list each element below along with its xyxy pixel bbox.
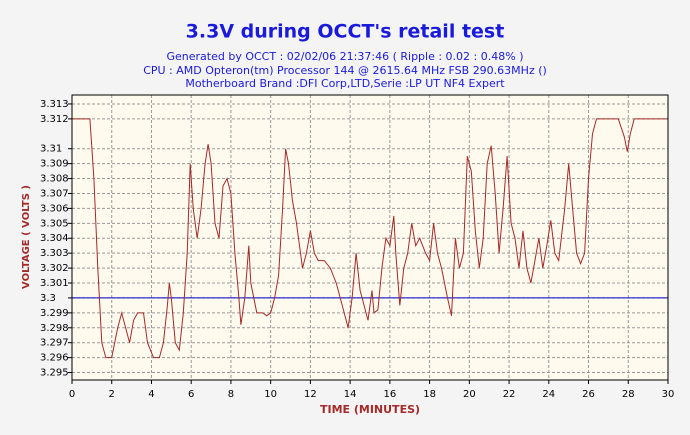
x-tick-label: 0 xyxy=(69,389,75,400)
y-tick-label: 3.309 xyxy=(40,159,69,170)
y-tick-label: 3.31 xyxy=(40,144,62,155)
x-tick-label: 2 xyxy=(109,389,115,400)
y-tick-label: 3.296 xyxy=(40,353,69,364)
x-tick-label: 22 xyxy=(503,389,516,400)
y-tick-label: 3.302 xyxy=(40,263,69,274)
y-tick-label: 3.298 xyxy=(40,323,69,334)
y-tick-label: 3.304 xyxy=(40,233,69,244)
x-tick-label: 10 xyxy=(264,389,277,400)
plot-border xyxy=(71,94,669,381)
x-axis-label: TIME (MINUTES) xyxy=(320,403,420,416)
y-tick-label: 3.313 xyxy=(40,99,69,110)
subtitle: Motherboard Brand :DFI Corp,LTD,Serie :L… xyxy=(185,77,505,90)
x-tick-label: 30 xyxy=(662,389,675,400)
x-tick-label: 24 xyxy=(542,389,555,400)
y-tick-label: 3.303 xyxy=(40,248,69,259)
subtitle: Generated by OCCT : 02/02/06 21:37:46 ( … xyxy=(167,50,524,63)
data-line xyxy=(72,118,668,359)
x-tick-label: 20 xyxy=(463,389,476,400)
x-tick-label: 4 xyxy=(148,389,154,400)
y-tick-label: 3.297 xyxy=(40,338,69,349)
y-axis-label: VOLTAGE ( VOLTS ) xyxy=(21,185,32,289)
chart-title: 3.3V during OCCT's retail test xyxy=(186,21,505,43)
subtitle: CPU : AMD Opteron(tm) Processor 144 @ 26… xyxy=(143,64,547,77)
y-tick-label: 3.307 xyxy=(40,188,69,199)
x-tick-label: 6 xyxy=(188,389,194,400)
y-tick-label: 3.295 xyxy=(40,368,69,379)
x-tick-label: 8 xyxy=(228,389,234,400)
x-tick-label: 16 xyxy=(383,389,396,400)
x-tick-label: 14 xyxy=(344,389,357,400)
y-tick-label: 3.3 xyxy=(40,293,56,304)
x-tick-label: 28 xyxy=(622,389,635,400)
plot-area xyxy=(72,95,668,380)
y-tick-label: 3.308 xyxy=(40,174,69,185)
x-tick-label: 18 xyxy=(423,389,436,400)
y-tick-label: 3.301 xyxy=(40,278,69,289)
y-tick-label: 3.299 xyxy=(40,308,69,319)
y-tick-label: 3.312 xyxy=(40,114,69,125)
x-tick-label: 12 xyxy=(304,389,317,400)
y-tick-label: 3.306 xyxy=(40,203,69,214)
x-tick-label: 26 xyxy=(582,389,595,400)
y-tick-label: 3.305 xyxy=(40,218,69,229)
